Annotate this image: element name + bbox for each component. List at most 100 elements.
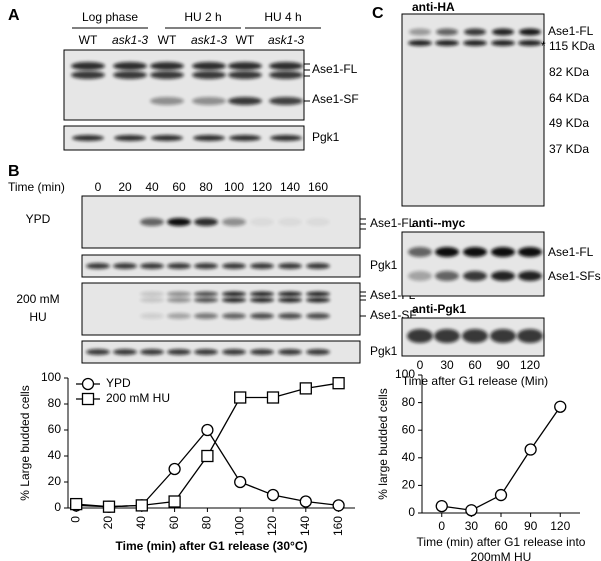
marker-label: 37 KDa	[549, 142, 589, 156]
band	[71, 62, 105, 70]
band	[270, 135, 302, 141]
band	[194, 218, 218, 226]
marker-label: 115 KDa	[549, 39, 595, 53]
band	[269, 71, 303, 79]
band	[167, 218, 191, 226]
band	[167, 291, 191, 297]
band	[408, 247, 432, 257]
lane-label: ask1-3	[268, 33, 304, 47]
band	[518, 40, 542, 46]
condition-label: YPD	[26, 212, 51, 226]
band	[192, 97, 226, 105]
band	[518, 271, 542, 281]
bracket	[360, 218, 366, 317]
band-label: Ase1-FL	[548, 245, 594, 259]
band	[222, 263, 246, 269]
marker	[168, 495, 181, 508]
x-tick-label: 40	[134, 516, 148, 530]
time-label: 60	[172, 180, 186, 194]
band	[491, 40, 515, 46]
legend-label: YPD	[106, 376, 131, 390]
marker	[435, 499, 448, 513]
band	[71, 71, 105, 79]
band	[192, 62, 226, 70]
x-tick-label: 0	[438, 519, 445, 533]
band	[492, 28, 514, 36]
time-label: 0	[95, 180, 102, 194]
band	[517, 329, 543, 343]
bracket	[304, 63, 310, 102]
y-tick-label: 20	[48, 474, 62, 488]
marker	[70, 497, 83, 511]
blot	[63, 49, 305, 121]
marker-label: 64 KDa	[549, 91, 589, 105]
band	[306, 218, 330, 226]
band	[491, 247, 515, 257]
x-tick-label: 90	[524, 519, 538, 533]
band	[278, 349, 302, 355]
band-label: Pgk1	[370, 258, 398, 272]
marker	[234, 391, 247, 404]
time-label: 60	[468, 358, 482, 372]
band	[278, 218, 302, 226]
marker	[102, 500, 116, 513]
band	[278, 297, 302, 303]
x-tick-label: 30	[465, 519, 479, 533]
panel-label: A	[8, 7, 20, 24]
band	[278, 291, 302, 297]
band	[250, 263, 274, 269]
band	[167, 349, 191, 355]
marker	[266, 391, 280, 404]
band-label: Ase1-FL	[548, 24, 594, 38]
band	[228, 62, 262, 70]
band	[435, 40, 459, 46]
legend-marker	[81, 377, 95, 391]
band	[278, 263, 302, 269]
band	[140, 349, 164, 355]
marker	[234, 475, 247, 489]
lane-label: WT	[158, 33, 177, 47]
x-axis-label: Time (min) after G1 release into	[417, 535, 586, 549]
x-tick-label: 0	[68, 516, 82, 523]
marker	[494, 488, 508, 502]
blot	[401, 13, 545, 207]
x-tick-label: 140	[298, 516, 312, 536]
band	[306, 297, 330, 303]
y-tick-label: 40	[402, 450, 416, 464]
marker	[201, 423, 214, 437]
band	[194, 313, 218, 319]
marker-label: 82 KDa	[549, 65, 589, 79]
blot-title: anti-HA	[412, 0, 455, 14]
band	[463, 247, 487, 257]
band	[490, 329, 516, 343]
band	[150, 71, 184, 79]
band	[436, 28, 458, 36]
time-label: 0	[417, 358, 424, 372]
band	[435, 247, 459, 257]
band	[409, 28, 431, 36]
band	[408, 271, 432, 281]
time-label: 80	[199, 180, 213, 194]
band	[250, 297, 274, 303]
band	[269, 62, 303, 70]
band	[250, 313, 274, 319]
marker-label: 49 KDa	[549, 116, 589, 130]
time-label: 40	[145, 180, 159, 194]
band	[491, 271, 515, 281]
band	[462, 329, 488, 343]
group-label: HU 4 h	[264, 10, 301, 24]
band	[86, 263, 110, 269]
band	[113, 62, 147, 70]
band	[519, 28, 541, 36]
band	[306, 313, 330, 319]
x-tick-label: 120	[265, 516, 279, 536]
band	[463, 40, 487, 46]
y-axis-label: % large budded cells	[376, 388, 390, 499]
band	[194, 297, 218, 303]
band	[167, 313, 191, 319]
band-label: Ase1-FL	[370, 216, 416, 230]
group-label: HU 2 h	[184, 10, 221, 24]
y-tick-label: 0	[54, 500, 61, 514]
x-tick-label: 20	[101, 516, 115, 530]
